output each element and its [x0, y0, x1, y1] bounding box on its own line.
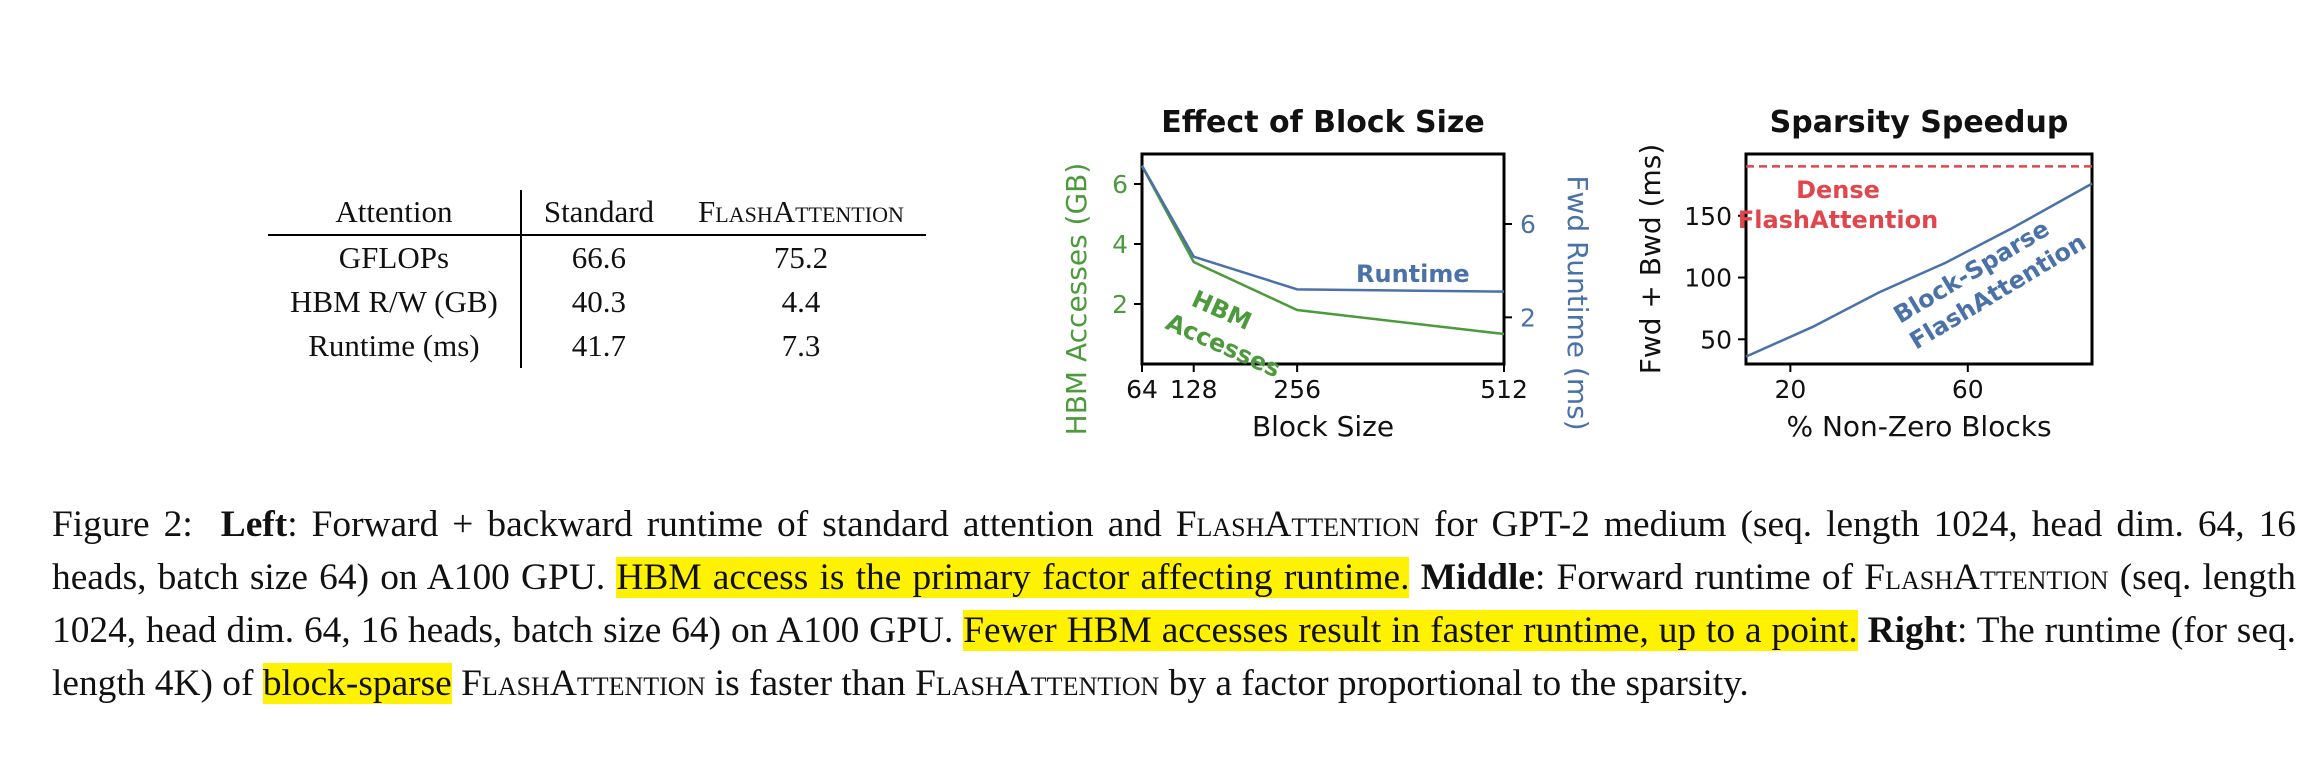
caption-text: is faster than: [705, 663, 916, 704]
x-tick-label: 256: [1273, 375, 1321, 404]
caption-method-name: FlashAttention: [915, 663, 1160, 704]
caption-text: : Forward runtime of: [1534, 557, 1865, 598]
dense-series-label: Dense: [1796, 176, 1880, 204]
table-cell: 4.4: [781, 284, 821, 319]
runtime-series-label: Runtime: [1356, 260, 1470, 288]
x-tick-label: 128: [1170, 375, 1218, 404]
plot-frame: [1140, 152, 1506, 366]
y-left-axis-label: HBM Accesses (GB): [1060, 163, 1093, 436]
block-sparse-series-line: [1745, 182, 2093, 358]
table-cell: 7.3: [781, 328, 821, 363]
caption-highlight: HBM access is the primary factor affecti…: [616, 557, 1410, 598]
table-cell: 75.2: [773, 240, 829, 275]
figure-number: Figure 2:: [52, 504, 193, 545]
y-tick-label: 100: [1684, 264, 1732, 293]
y-tick-label: 50: [1700, 325, 1732, 354]
column-header: FlashAttention: [676, 190, 926, 236]
figure-caption: Figure 2: Left: Forward + backward runti…: [52, 498, 2296, 710]
results-table: Attention Standard FlashAttention GFLOPs…: [268, 190, 926, 368]
x-tick-label: 64: [1126, 375, 1158, 404]
y-right-tick-label: 2: [1520, 303, 1536, 332]
table-row: GFLOPs 66.6 75.2: [268, 235, 926, 280]
chart-title: Effect of Block Size: [1161, 105, 1484, 140]
caption-method-name: FlashAttention: [1864, 557, 2109, 598]
chart-title: Sparsity Speedup: [1770, 105, 2069, 140]
table-cell: 41.7: [571, 328, 627, 363]
y-tick-label: 150: [1684, 202, 1732, 231]
caption-highlight: block-sparse: [262, 663, 452, 704]
table-cell: 66.6: [571, 240, 627, 275]
y-left-tick-label: 2: [1112, 290, 1128, 319]
runtime-series-line: [1140, 165, 1505, 293]
caption-text: for GPT-2 medium (seq. length 1024, head…: [52, 504, 2296, 598]
caption-text: by a factor proportional to the sparsity…: [1159, 663, 1749, 704]
x-axis-label: Block Size: [1252, 410, 1394, 443]
table-cell: 40.3: [571, 284, 627, 319]
dense-series-label: FlashAttention: [1738, 206, 1938, 234]
caption-text: : The runtime (for seq. length 4K) of: [52, 610, 2296, 704]
y-left-tick-label: 4: [1112, 230, 1128, 259]
x-tick-label: 20: [1774, 375, 1806, 404]
block-size-chart: Effect of Block Size 64 128 256 512 2 4 6 2 6 Bloc…: [1060, 105, 1594, 443]
caption-right-label: Right: [1867, 610, 1957, 651]
table-row: HBM R/W (GB) 40.3 4.4: [268, 280, 926, 324]
table-cell: GFLOPs: [268, 235, 522, 280]
x-tick-label: 512: [1480, 375, 1528, 404]
caption-left-label: Left: [220, 504, 288, 545]
hbm-series-line: [1140, 165, 1505, 336]
caption-text: (seq. length 1024, head dim. 64, 16 head…: [52, 557, 2297, 651]
caption-highlight: Fewer HBM accesses result in faster runt…: [963, 610, 1858, 651]
table-header-row: Attention Standard FlashAttention: [268, 190, 926, 236]
y-right-axis-label: Fwd Runtime (ms): [1561, 175, 1594, 430]
caption-method-name: FlashAttention: [461, 663, 706, 704]
plot-frame: [1744, 152, 2094, 366]
caption-middle-label: Middle: [1420, 557, 1535, 598]
caption-text: : Forward + backward runtime of standard…: [287, 504, 1176, 545]
x-tick-label: 60: [1952, 375, 1984, 404]
table-cell: Runtime (ms): [268, 324, 522, 368]
y-axis-label: Fwd + Bwd (ms): [1634, 144, 1667, 375]
table-cell: HBM R/W (GB): [268, 280, 522, 324]
sparsity-chart: Sparsity Speedup 20 60 50 100 150 % Non-Zero B…: [1634, 105, 2094, 443]
y-left-tick-label: 6: [1112, 170, 1128, 199]
x-axis-label: % Non-Zero Blocks: [1786, 410, 2051, 443]
column-header: Standard: [520, 190, 677, 236]
y-right-tick-label: 6: [1520, 210, 1536, 239]
table-row: Runtime (ms) 41.7 7.3: [268, 324, 926, 368]
caption-method-name: FlashAttention: [1175, 504, 1420, 545]
column-header: Attention: [268, 190, 522, 236]
